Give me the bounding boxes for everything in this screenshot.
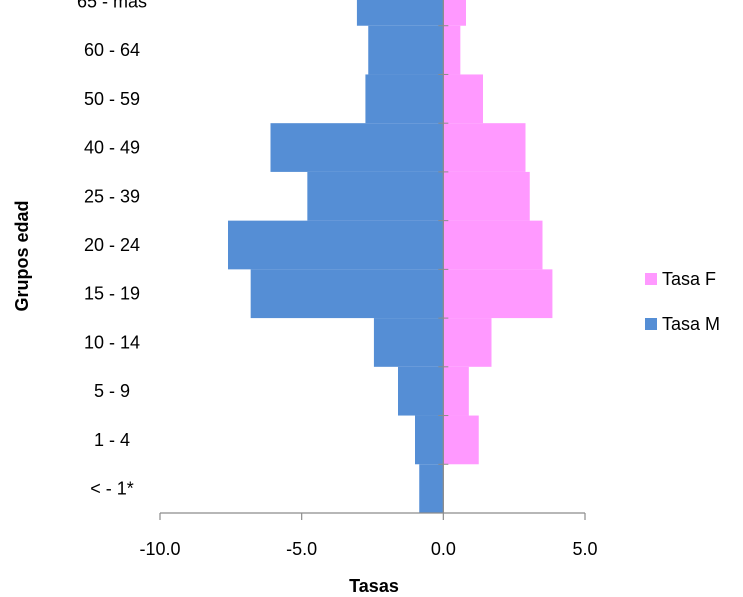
legend-swatch-tasa-m (645, 318, 657, 330)
x-tick-label: 5.0 (572, 539, 597, 559)
bar-tasa-f-1 (443, 415, 479, 465)
x-axis: -10.0 -5.0 0.0 5.0 (139, 512, 598, 559)
bar-tasa-f-8 (443, 74, 483, 124)
bar-tasa-f-7 (443, 123, 526, 172)
y-tick-label: 25 - 39 (84, 186, 140, 206)
bar-tasa-f-4 (443, 269, 553, 319)
bar-tasa-m-7 (270, 123, 444, 172)
x-axis-title: Tasas (349, 576, 399, 596)
bar-tasa-m-5 (228, 220, 444, 270)
bar-tasa-m-4 (250, 269, 444, 319)
legend: Tasa F Tasa M (645, 269, 720, 334)
bar-tasa-f-10 (443, 0, 466, 26)
y-tick-label: 65 - mas (77, 0, 147, 11)
y-axis: < - 1* 1 - 4 5 - 9 10 - 14 15 - 19 20 - 24 25 … (77, 0, 449, 514)
bar-tasa-m-2 (398, 366, 444, 416)
legend-label-tasa-f: Tasa F (662, 269, 716, 289)
bar-tasa-f-2 (443, 366, 469, 416)
y-axis-title: Grupos edad (12, 200, 32, 311)
bar-tasa-f-9 (443, 25, 461, 75)
legend-swatch-tasa-f (645, 273, 657, 285)
bar-tasa-f-3 (443, 318, 492, 367)
x-tick-label: 0.0 (431, 539, 456, 559)
y-tick-label: 1 - 4 (94, 430, 130, 450)
x-tick-label: -10.0 (139, 539, 180, 559)
y-tick-label: 10 - 14 (84, 332, 140, 352)
bar-tasa-m-9 (368, 25, 444, 75)
y-tick-label: < - 1* (90, 479, 134, 499)
bar-tasa-m-0 (419, 464, 444, 513)
y-tick-label: 15 - 19 (84, 284, 140, 304)
y-tick-label: 60 - 64 (84, 40, 140, 60)
x-tick-label: -5.0 (286, 539, 317, 559)
y-tick-label: 20 - 24 (84, 235, 140, 255)
y-tick-label: 50 - 59 (84, 89, 140, 109)
bar-tasa-m-6 (307, 171, 444, 221)
bar-tasa-m-10 (356, 0, 444, 26)
legend-label-tasa-m: Tasa M (662, 314, 720, 334)
bar-tasa-m-8 (365, 74, 444, 124)
y-tick-label: 5 - 9 (94, 381, 130, 401)
bar-tasa-m-3 (373, 318, 444, 367)
bar-tasa-f-5 (443, 220, 543, 270)
bars-group (228, 0, 553, 513)
bar-tasa-m-1 (415, 415, 444, 465)
y-tick-label: 40 - 49 (84, 138, 140, 158)
bar-tasa-f-6 (443, 171, 530, 221)
